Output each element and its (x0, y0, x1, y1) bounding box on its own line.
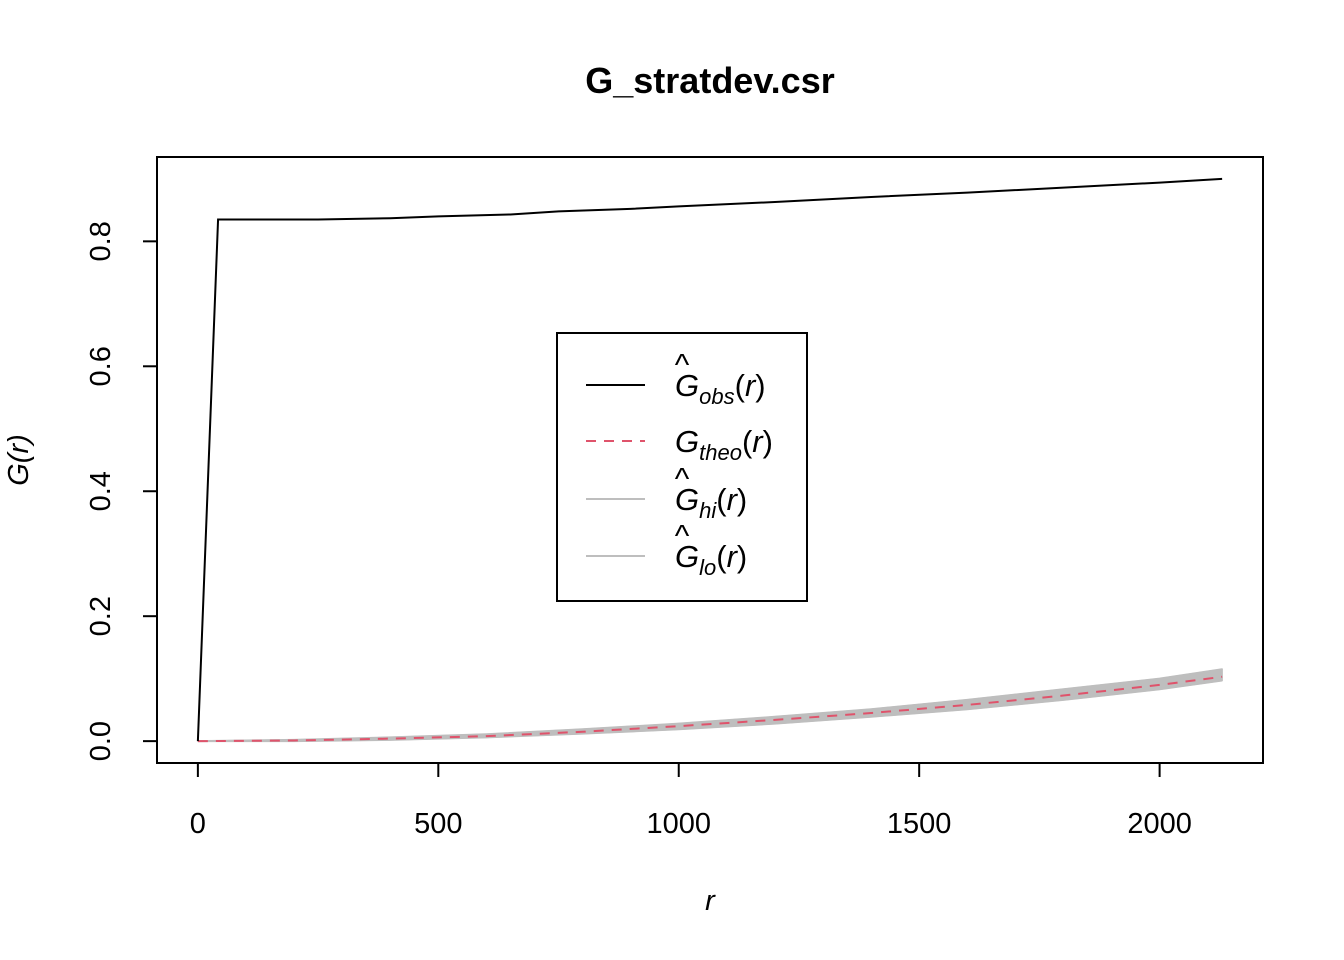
y-tick-label: 0.6 (85, 346, 117, 386)
legend-label-theo: Gtheo(r) (675, 424, 773, 465)
x-tick-label: 1000 (646, 808, 711, 840)
legend-hat-hi: ^ (675, 461, 690, 496)
legend-label-hi: Ghi(r) (675, 482, 747, 523)
y-tick-label: 0.8 (85, 221, 117, 261)
series-obs-line (196, 177, 1223, 742)
y-tick-label: 0.4 (85, 471, 117, 511)
y-tick-label-group: 0.6 (85, 346, 117, 386)
envelope-band (197, 668, 1223, 742)
series-theo-line (197, 675, 1223, 743)
series-lo-line (197, 679, 1223, 743)
x-tick-label: 500 (414, 808, 462, 840)
y-tick-label-group: 0.8 (85, 221, 117, 261)
y-tick-label-group: 0.2 (85, 596, 117, 636)
x-axis: 0 500 1000 1500 2000 (190, 762, 1192, 840)
legend-label-lo: Glo(r) (675, 539, 747, 580)
y-tick-label-group: 0.0 (85, 721, 117, 761)
x-tick-label: 1500 (887, 808, 952, 840)
legend-hat-obs: ^ (675, 347, 690, 382)
x-tick-label: 0 (190, 808, 206, 840)
x-axis-label: r (705, 885, 716, 917)
legend-label-obs: Gobs(r) (675, 368, 766, 409)
y-axis: 0.0 0.2 0.4 0.6 0.8 (85, 221, 158, 761)
series-hi-line (197, 668, 1223, 743)
y-tick-label: 0.2 (85, 596, 117, 636)
chart-title: G_stratdev.csr (585, 60, 834, 101)
y-axis-label: G(r) (3, 434, 35, 486)
y-axis-label-text: G(r) (3, 434, 35, 486)
y-tick-label-group: 0.4 (85, 471, 117, 511)
x-tick-label: 2000 (1127, 808, 1192, 840)
legend: Gobs(r)^Gtheo(r)Ghi(r)^Glo(r)^ (556, 332, 808, 602)
legend-hat-lo: ^ (675, 518, 690, 553)
plot-area (196, 177, 1223, 743)
y-tick-label: 0.0 (85, 721, 117, 761)
